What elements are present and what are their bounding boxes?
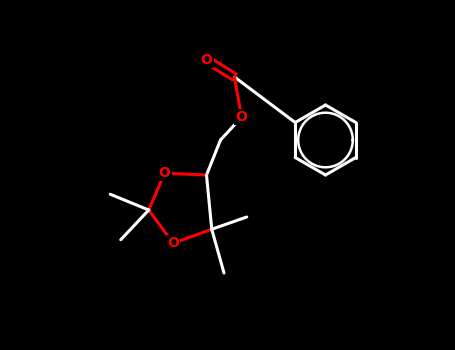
Text: O: O bbox=[201, 52, 212, 66]
Text: O: O bbox=[236, 110, 248, 124]
Text: O: O bbox=[158, 166, 171, 180]
Text: O: O bbox=[167, 236, 179, 250]
